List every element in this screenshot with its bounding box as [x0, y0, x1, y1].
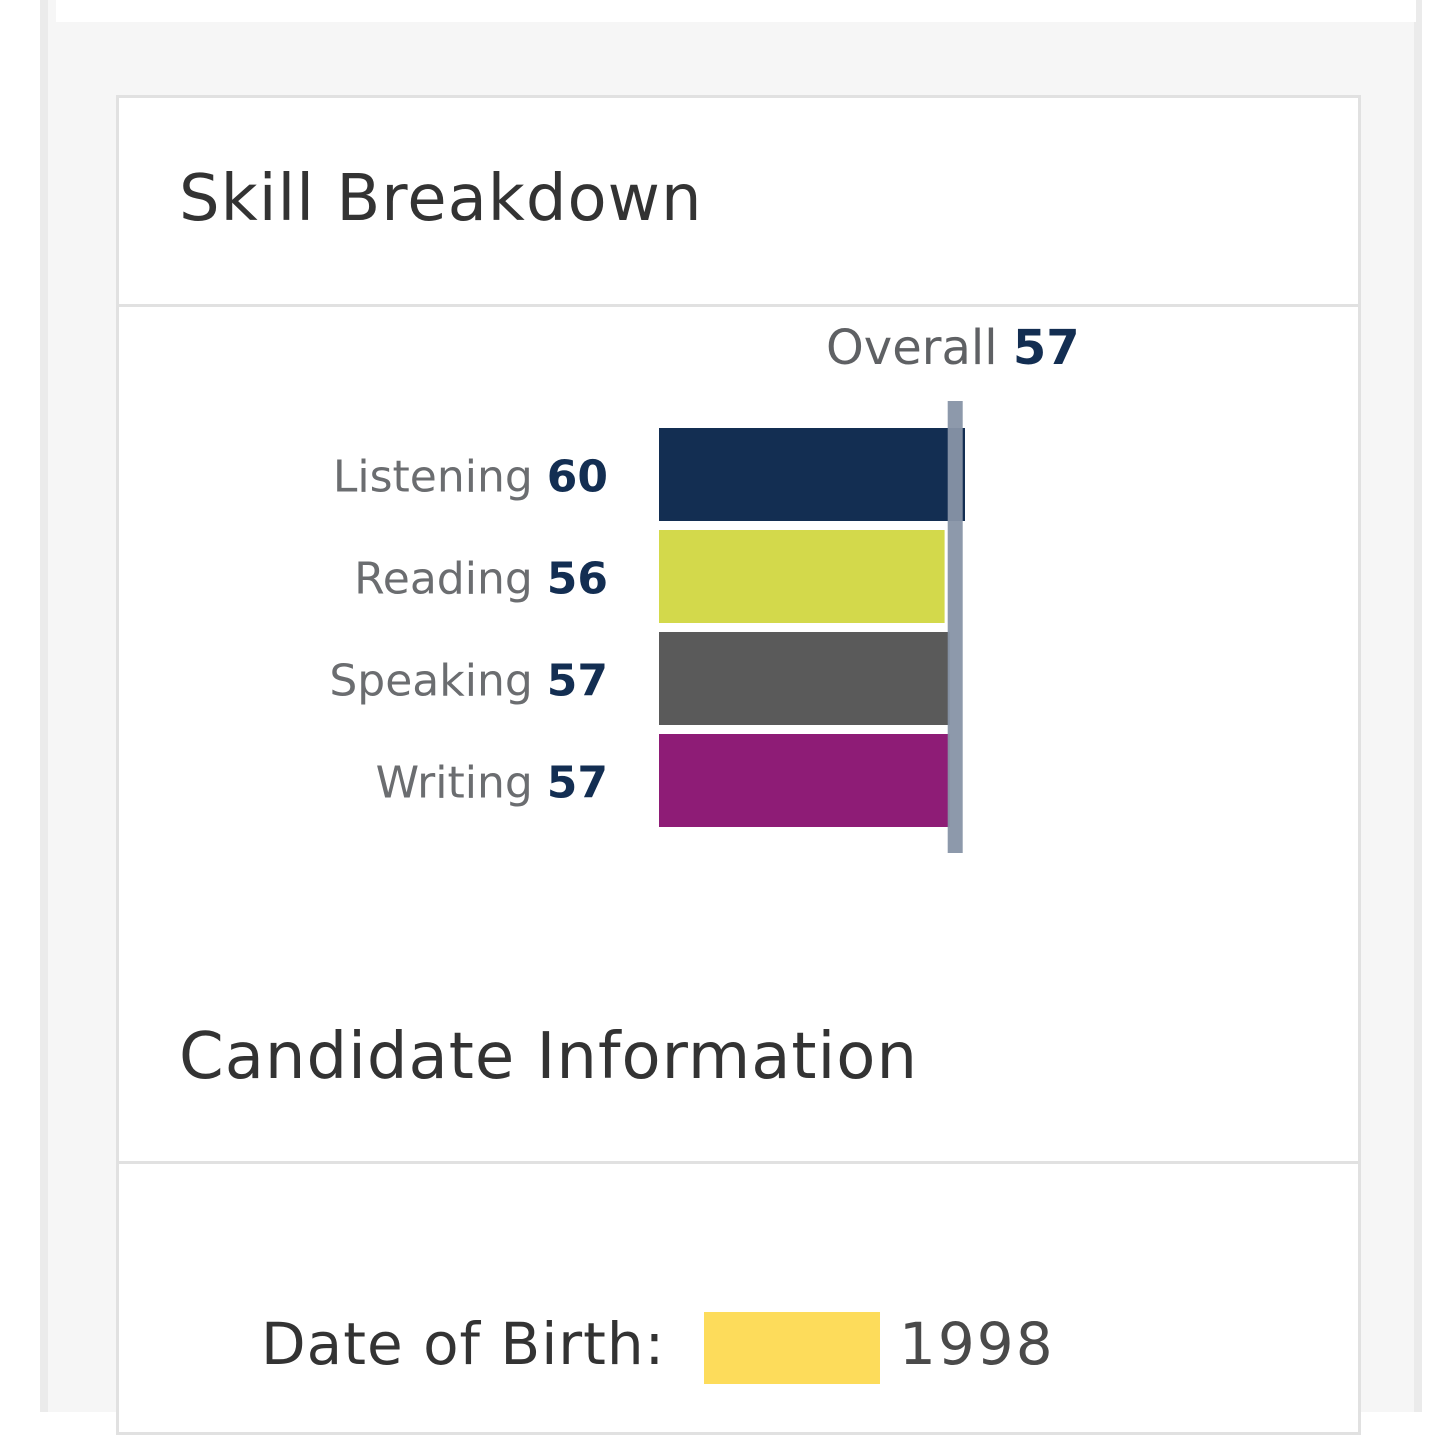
- bar-label-speaking: Speaking 57: [329, 656, 608, 707]
- bar-listening: [659, 428, 965, 521]
- bar-speaking: [659, 632, 950, 725]
- value-label: 57: [547, 656, 608, 707]
- date-of-birth-label: Date of Birth:: [261, 1310, 666, 1378]
- value-label: 56: [547, 554, 608, 605]
- bar-label-reading: Reading 56: [354, 554, 608, 605]
- overall-label-text: Overall: [826, 320, 998, 376]
- overall-reference-line: [947, 401, 963, 853]
- date-of-birth-year: 1998: [899, 1310, 1055, 1378]
- redacted-date-block: [704, 1312, 880, 1384]
- results-card: Skill Breakdown Overall 57 Listening 60 R…: [116, 95, 1361, 1435]
- previous-card-edge: [56, 0, 1416, 22]
- skill-breakdown-title: Skill Breakdown: [179, 162, 703, 236]
- value-label: 57: [547, 758, 608, 809]
- candidate-information-title: Candidate Information: [179, 1020, 918, 1094]
- bar-reading: [659, 530, 945, 623]
- page-background: Skill Breakdown Overall 57 Listening 60 R…: [40, 0, 1422, 1435]
- category-label: Speaking: [329, 656, 546, 707]
- bar-label-writing: Writing 57: [376, 758, 608, 809]
- category-label: Listening: [333, 452, 547, 503]
- section-divider: [119, 304, 1358, 307]
- category-label: Reading: [354, 554, 547, 605]
- section-divider: [119, 1161, 1358, 1164]
- overall-score-value: 57: [1012, 320, 1080, 376]
- overall-score-label: Overall 57: [826, 320, 1080, 376]
- value-label: 60: [547, 452, 608, 503]
- bar-label-listening: Listening 60: [333, 452, 608, 503]
- category-label: Writing: [376, 758, 547, 809]
- bar-writing: [659, 734, 950, 827]
